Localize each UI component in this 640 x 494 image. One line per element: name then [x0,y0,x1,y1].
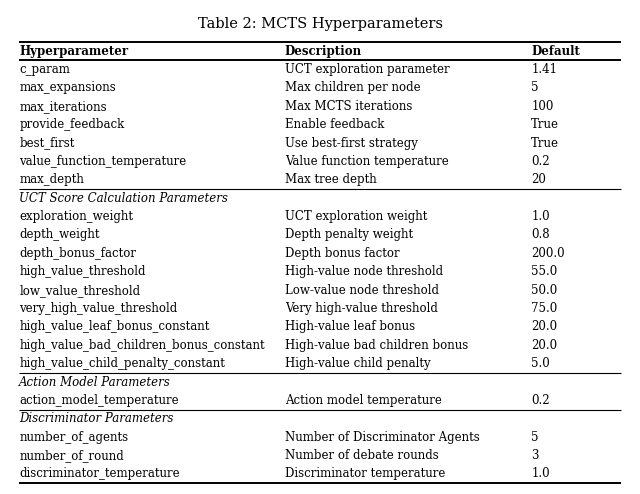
Text: depth_weight: depth_weight [19,229,100,242]
Text: low_value_threshold: low_value_threshold [19,284,140,296]
Text: number_of_agents: number_of_agents [19,431,129,444]
Text: Enable feedback: Enable feedback [285,118,384,131]
Text: Use best-first strategy: Use best-first strategy [285,136,418,150]
Text: Number of Discriminator Agents: Number of Discriminator Agents [285,431,479,444]
Text: Discriminator temperature: Discriminator temperature [285,467,445,481]
Text: 3: 3 [531,449,539,462]
Text: Very high-value threshold: Very high-value threshold [285,302,438,315]
Text: discriminator_temperature: discriminator_temperature [19,467,180,481]
Text: Value function temperature: Value function temperature [285,155,449,168]
Text: 20.0: 20.0 [531,321,557,333]
Text: Hyperparameter: Hyperparameter [19,44,129,58]
Text: High-value node threshold: High-value node threshold [285,265,443,278]
Text: Action Model Parameters: Action Model Parameters [19,375,171,389]
Text: exploration_weight: exploration_weight [19,210,133,223]
Text: max_expansions: max_expansions [19,82,116,94]
Text: 100: 100 [531,100,554,113]
Text: 5: 5 [531,431,539,444]
Text: value_function_temperature: value_function_temperature [19,155,186,168]
Text: 0.2: 0.2 [531,394,550,407]
Text: Low-value node threshold: Low-value node threshold [285,284,439,296]
Text: 20.0: 20.0 [531,339,557,352]
Text: Action model temperature: Action model temperature [285,394,442,407]
Text: max_depth: max_depth [19,173,84,186]
Text: 55.0: 55.0 [531,265,557,278]
Text: provide_feedback: provide_feedback [19,118,124,131]
Text: 20: 20 [531,173,546,186]
Text: Max children per node: Max children per node [285,82,420,94]
Text: depth_bonus_factor: depth_bonus_factor [19,247,136,260]
Text: c_param: c_param [19,63,70,76]
Text: True: True [531,136,559,150]
Text: 0.2: 0.2 [531,155,550,168]
Text: 1.0: 1.0 [531,467,550,481]
Text: 50.0: 50.0 [531,284,557,296]
Text: max_iterations: max_iterations [19,100,107,113]
Text: 1.41: 1.41 [531,63,557,76]
Text: high_value_threshold: high_value_threshold [19,265,146,278]
Text: high_value_child_penalty_constant: high_value_child_penalty_constant [19,357,225,370]
Text: UCT exploration parameter: UCT exploration parameter [285,63,449,76]
Text: High-value child penalty: High-value child penalty [285,357,431,370]
Text: UCT Score Calculation Parameters: UCT Score Calculation Parameters [19,192,228,205]
Text: Depth bonus factor: Depth bonus factor [285,247,399,260]
Text: High-value bad children bonus: High-value bad children bonus [285,339,468,352]
Text: Discriminator Parameters: Discriminator Parameters [19,412,173,425]
Text: 1.0: 1.0 [531,210,550,223]
Text: Default: Default [531,44,580,58]
Text: action_model_temperature: action_model_temperature [19,394,179,407]
Text: best_first: best_first [19,136,75,150]
Text: number_of_round: number_of_round [19,449,124,462]
Text: UCT exploration weight: UCT exploration weight [285,210,427,223]
Text: 5.0: 5.0 [531,357,550,370]
Text: 0.8: 0.8 [531,229,550,242]
Text: 5: 5 [531,82,539,94]
Text: Description: Description [285,44,362,58]
Text: Depth penalty weight: Depth penalty weight [285,229,413,242]
Text: Table 2: MCTS Hyperparameters: Table 2: MCTS Hyperparameters [198,17,442,31]
Text: Max tree depth: Max tree depth [285,173,376,186]
Text: very_high_value_threshold: very_high_value_threshold [19,302,177,315]
Text: 200.0: 200.0 [531,247,565,260]
Text: high_value_leaf_bonus_constant: high_value_leaf_bonus_constant [19,321,209,333]
Text: High-value leaf bonus: High-value leaf bonus [285,321,415,333]
Text: True: True [531,118,559,131]
Text: high_value_bad_children_bonus_constant: high_value_bad_children_bonus_constant [19,339,265,352]
Text: 75.0: 75.0 [531,302,557,315]
Text: Number of debate rounds: Number of debate rounds [285,449,438,462]
Text: Max MCTS iterations: Max MCTS iterations [285,100,412,113]
